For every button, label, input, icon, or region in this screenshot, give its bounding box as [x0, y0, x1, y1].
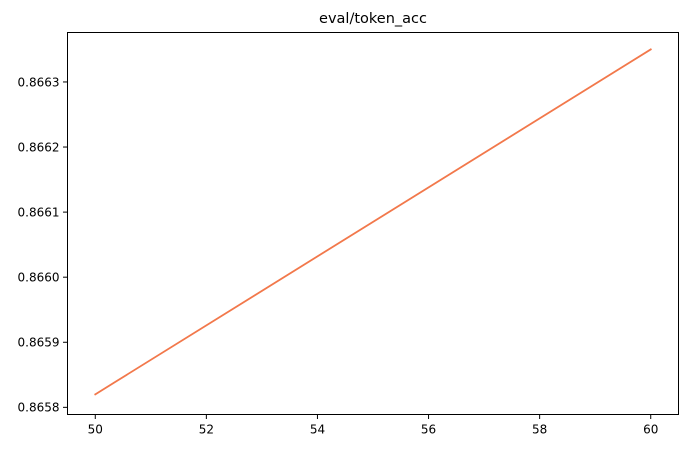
- plot-frame: [67, 32, 679, 415]
- y-tick-label: 0.8661: [18, 205, 60, 219]
- y-tick-label: 0.8663: [18, 75, 60, 89]
- x-tick-label: 54: [310, 423, 325, 437]
- series-layer: [94, 48, 652, 396]
- chart-title: eval/token_acc: [319, 11, 427, 27]
- series-line: [94, 48, 652, 396]
- y-tick-label: 0.8660: [18, 270, 60, 284]
- x-tick-label: 58: [532, 423, 547, 437]
- x-tick-label: 50: [88, 423, 103, 437]
- x-axis: 50 52 54 56 58 60: [88, 414, 658, 437]
- y-tick-label: 0.8658: [18, 401, 60, 415]
- y-axis: 0.8658 0.8659 0.8660 0.8661 0.8662 0.8663: [18, 75, 68, 415]
- y-tick-label: 0.8662: [18, 140, 60, 154]
- x-tick-label: 52: [199, 423, 214, 437]
- x-tick-label: 60: [643, 423, 658, 437]
- x-tick-label: 56: [421, 423, 436, 437]
- y-tick-label: 0.8659: [18, 336, 60, 350]
